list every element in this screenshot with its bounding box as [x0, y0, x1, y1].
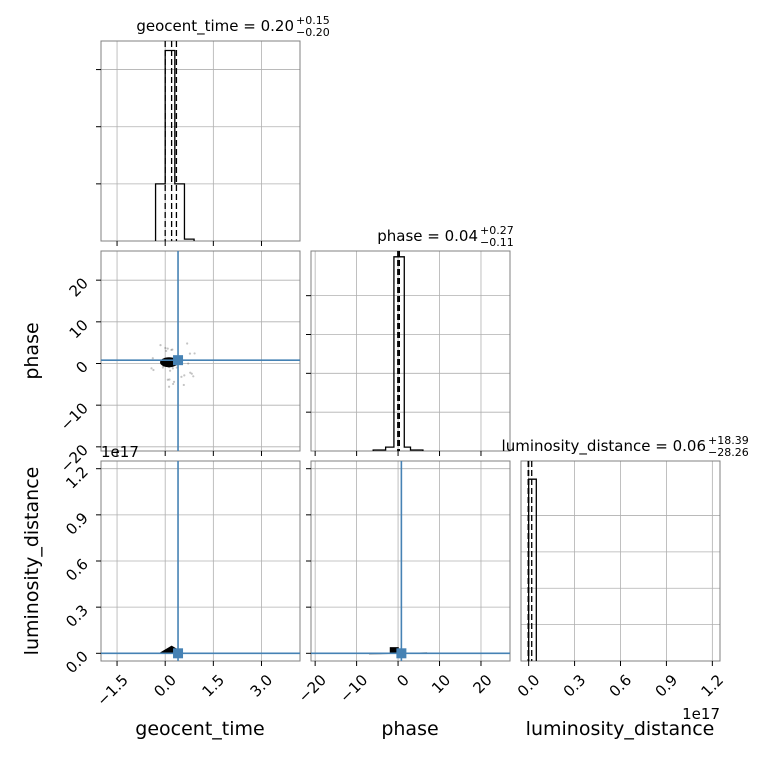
ph-gt-sample — [172, 380, 176, 383]
ld-title-plus: +18.39 — [708, 434, 749, 447]
ph-gt-sample — [171, 367, 174, 370]
ph-gt-ytick-label: 10 — [66, 316, 92, 342]
ld-hist-xtick-label: 1.2 — [697, 671, 727, 701]
gt-hist-frame — [100, 40, 301, 242]
gt-title-plus: +0.15 — [296, 14, 330, 27]
ld-hist-xtick-label: 0.3 — [560, 671, 590, 701]
ph-title-minus: −0.11 — [480, 236, 514, 249]
ph-gt-sample — [166, 378, 169, 381]
ph-gt-sample — [164, 346, 167, 350]
ph-gt-ytick-label: −10 — [57, 399, 92, 434]
ph-gt-sample — [193, 352, 196, 355]
ph-gt-sample — [187, 362, 190, 365]
ph-gt-sample — [171, 348, 174, 351]
ph-gt-sample — [192, 375, 195, 378]
gt-title: geocent_time = 0.20 — [136, 17, 294, 36]
x-axis-label-luminosity-distance: luminosity_distance — [526, 718, 715, 740]
gt-title-minus: −0.20 — [296, 26, 330, 39]
ld-ph-xtick-label: 20 — [470, 671, 496, 697]
ph-gt-frame — [100, 250, 301, 452]
ld-histogram — [528, 478, 537, 661]
x-axis-label-geocent-time: geocent_time — [135, 718, 264, 740]
ld-gt-ytick-label: 0.9 — [62, 509, 92, 539]
ph-gt-ytick-label: 0 — [72, 358, 91, 377]
ph-gt-sample — [165, 349, 168, 353]
ld-gt-xtick-label: 3.0 — [247, 671, 277, 701]
ld-gt-ytick-label: 0.0 — [62, 647, 92, 677]
ph-gt-truth-marker — [173, 355, 184, 366]
ph-gt-sample — [170, 348, 173, 352]
ph-gt-sample — [183, 374, 186, 377]
ld-hist-xtick-label: 0.0 — [514, 671, 544, 701]
ld-ph-xtick-label: −20 — [295, 671, 330, 706]
y-offset-text: 1e17 — [101, 443, 139, 461]
ld-ph-density — [389, 647, 399, 654]
y-axis-label-phase: phase — [21, 322, 43, 379]
ld-hist-xtick-label: 0.6 — [606, 671, 636, 701]
ph-gt-sample — [180, 375, 183, 378]
ph-gt-sample — [151, 357, 154, 360]
ld-gt-xtick-label: 0.0 — [150, 671, 180, 701]
ph-gt-sample — [150, 367, 153, 370]
ld-gt-xtick-label: 1.5 — [198, 671, 228, 701]
y-axis-label-luminosity-distance: luminosity_distance — [21, 467, 43, 656]
x-axis-label-phase: phase — [381, 718, 438, 740]
ld-gt-ytick-label: 0.3 — [62, 601, 92, 631]
ph-gt-sample — [172, 382, 175, 386]
ph-title-plus: +0.27 — [480, 224, 514, 237]
ph-gt-sample — [188, 352, 192, 355]
ld-title-minus: −28.26 — [708, 446, 749, 459]
ph-hist-frame — [310, 250, 511, 452]
ph-gt-sample — [167, 385, 171, 388]
ph-gt-sample — [161, 366, 164, 369]
ph-gt-sample — [182, 383, 185, 387]
x-offset-text: 1e17 — [682, 705, 720, 723]
ld-hist-xtick-label: 0.9 — [652, 671, 682, 701]
ph-gt-sample — [152, 368, 155, 372]
ph-gt-sample — [190, 372, 193, 375]
ld-ph-xtick-label: −10 — [336, 671, 371, 706]
ld-gt-truth-marker — [173, 648, 184, 659]
ld-title: luminosity_distance = 0.06 — [502, 437, 706, 456]
ld-ph-xtick-label: 0 — [393, 671, 412, 690]
ph-gt-sample — [159, 343, 162, 347]
ld-ph-xtick-label: 10 — [428, 671, 454, 697]
ph-gt-sample — [168, 378, 171, 381]
ld-gt-xtick-label: −1.5 — [93, 671, 131, 709]
ld-ph-truth-marker — [396, 648, 407, 659]
ph-gt-sample — [189, 371, 192, 374]
gt-histogram — [154, 49, 195, 241]
ph-gt-ytick-label: 20 — [66, 274, 92, 300]
ld-gt-ytick-label: 0.6 — [62, 555, 92, 585]
ph-gt-sample — [166, 347, 169, 350]
ph-gt-sample — [186, 342, 189, 345]
ph-gt-sample — [168, 369, 172, 372]
ph-title: phase = 0.04 — [377, 227, 478, 245]
